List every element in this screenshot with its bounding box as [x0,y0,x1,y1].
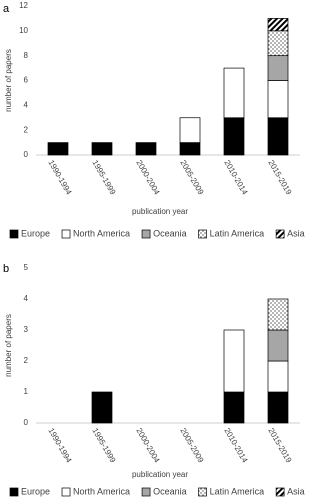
y-tick-label: 12 [19,1,28,10]
legend-label: Europe [21,228,50,238]
bar-segment [179,142,201,156]
legend-label: Oceania [153,228,187,238]
legend-label: North America [73,228,130,238]
bar-segment [267,30,289,57]
x-tick-label: 2015-2019 [266,159,293,197]
legend-label: Oceania [153,486,187,496]
x-tick-label: 2000-2004 [134,159,161,197]
legend-swatch [198,229,207,239]
y-tick-label: 3 [24,325,29,334]
panel-label: a [3,3,10,15]
x-axis-label: publication year [132,470,188,479]
y-tick-label: 0 [24,150,29,159]
bar-segment [223,117,245,156]
x-tick-label: 1995-1999 [90,159,117,197]
y-axis-label: number of papers [4,49,13,112]
bar-segment [223,67,245,119]
bar-segment [267,329,289,362]
x-axis-label: publication year [132,207,188,216]
legend-swatch [198,487,207,497]
y-tick-label: 5 [24,263,29,272]
x-tick-label: 2005-2009 [178,159,205,197]
legend-label: Latin America [210,486,265,496]
bar-segment [267,18,289,32]
legend-swatch [9,487,19,497]
legend-swatch [61,229,71,239]
x-tick-label: 1995-1999 [90,427,117,465]
bar-segment [135,142,157,156]
y-tick-label: 0 [24,418,29,427]
bar-segment [267,360,289,393]
legend-label: North America [73,486,130,496]
panel-label: b [3,263,9,275]
bar-segment [223,329,245,393]
x-tick-label: 2005-2009 [178,427,205,465]
y-tick-label: 10 [19,26,28,35]
legend-label: Latin America [210,228,265,238]
y-tick-label: 4 [24,294,29,303]
bar-segment [91,391,113,424]
bar-segment [47,142,69,156]
y-tick-label: 2 [24,125,29,134]
x-tick-label: 1990-1994 [46,159,73,197]
y-axis-label: number of papers [4,314,13,377]
legend-label: Asia [287,486,305,496]
legend-swatch [275,229,285,239]
legend-label: Europe [21,486,50,496]
bar-segment [91,142,113,156]
x-tick-label: 2000-2004 [134,427,161,465]
legend-swatch [9,229,19,239]
legend-swatch [141,229,151,239]
x-tick-label: 2010-2014 [222,159,249,197]
bar-segment [179,117,201,143]
bar-segment [267,391,289,424]
bar-segment [267,55,289,81]
legend-swatch [275,487,285,497]
legend-swatch [61,487,71,497]
bar-segment [267,80,289,119]
legend-swatch [141,487,151,497]
y-tick-label: 4 [24,100,29,109]
y-tick-label: 8 [24,51,29,60]
x-tick-label: 2010-2014 [222,427,249,465]
legend-label: Asia [287,228,305,238]
y-tick-label: 6 [24,76,29,85]
x-tick-label: 1990-1994 [46,427,73,465]
y-tick-label: 1 [24,387,29,396]
bar-segment [267,298,289,331]
y-tick-label: 2 [24,356,29,365]
bar-segment [223,391,245,424]
x-tick-label: 2015-2019 [266,427,293,465]
bar-segment [267,117,289,156]
